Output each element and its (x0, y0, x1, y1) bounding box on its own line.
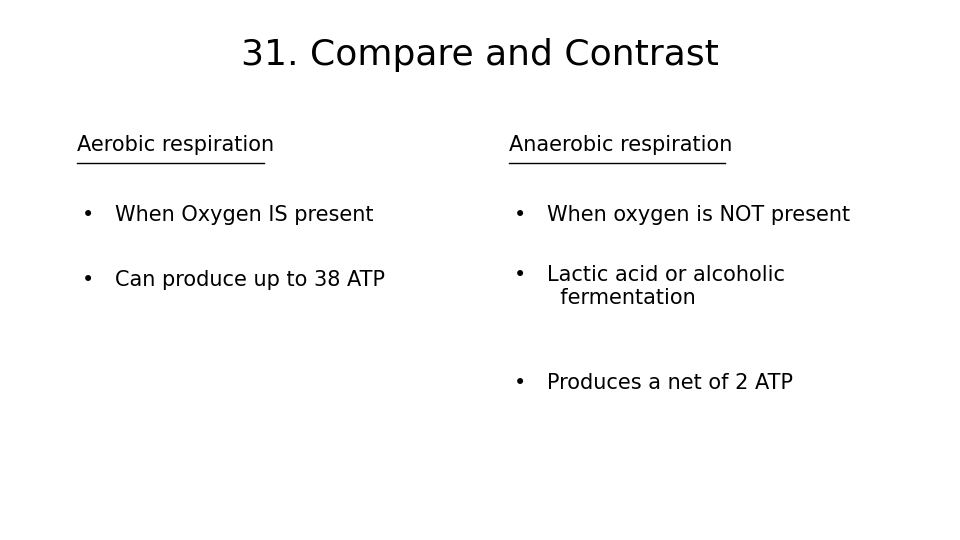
Text: •: • (82, 270, 94, 290)
Text: •: • (514, 205, 526, 225)
Text: 31. Compare and Contrast: 31. Compare and Contrast (241, 38, 719, 72)
Text: •: • (514, 373, 526, 393)
Text: Aerobic respiration: Aerobic respiration (77, 135, 274, 155)
Text: Lactic acid or alcoholic
  fermentation: Lactic acid or alcoholic fermentation (547, 265, 785, 308)
Text: Anaerobic respiration: Anaerobic respiration (509, 135, 732, 155)
Text: •: • (82, 205, 94, 225)
Text: When Oxygen IS present: When Oxygen IS present (115, 205, 373, 225)
Text: •: • (514, 265, 526, 285)
Text: Produces a net of 2 ATP: Produces a net of 2 ATP (547, 373, 793, 393)
Text: When oxygen is NOT present: When oxygen is NOT present (547, 205, 851, 225)
Text: Can produce up to 38 ATP: Can produce up to 38 ATP (115, 270, 385, 290)
